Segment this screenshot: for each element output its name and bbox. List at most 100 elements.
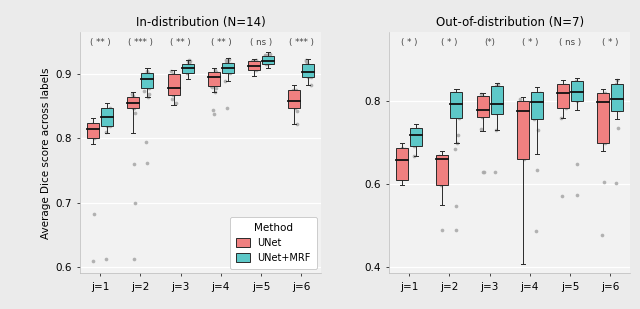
Point [101,257,111,262]
Text: ( ** ): ( ** ) [90,39,111,48]
Point [220,65,230,70]
Point [210,79,220,84]
Point [517,153,527,158]
Point [451,203,461,208]
Bar [168,74,180,95]
Point [251,61,261,66]
Point [437,159,447,164]
Point [184,60,195,65]
Point [167,96,177,101]
Point [438,176,448,181]
Point [88,123,98,128]
Point [128,105,138,110]
Point [290,105,300,110]
Point [435,166,445,171]
Point [533,94,543,99]
Point [86,122,97,127]
Bar [451,92,463,118]
Point [143,95,154,100]
Point [491,91,501,96]
Point [291,87,301,92]
Point [529,94,540,99]
Point [517,108,527,113]
Point [440,174,450,179]
Point [557,193,567,198]
Point [600,90,610,95]
Point [302,61,312,66]
Text: ( ** ): ( ** ) [211,39,231,48]
Point [168,92,179,97]
Point [614,90,624,95]
Point [454,94,464,99]
Point [209,70,219,75]
Point [91,135,101,140]
Point [88,126,98,131]
Point [128,97,138,102]
Point [168,81,178,86]
Bar [491,86,502,114]
Point [411,133,421,138]
Title: Out-of-distribution (N=7): Out-of-distribution (N=7) [436,15,584,28]
Point [263,56,273,61]
Point [532,167,542,172]
Point [129,105,140,110]
Point [437,227,447,232]
Point [141,74,152,79]
Point [88,212,99,217]
Point [184,61,195,66]
Point [143,91,154,96]
Point [571,85,581,90]
Point [182,64,193,69]
Point [180,65,191,70]
Point [300,67,310,72]
Point [408,143,419,148]
Bar [222,63,234,73]
Point [145,76,155,81]
Point [533,128,543,133]
Point [491,128,501,133]
Point [207,107,218,112]
Point [143,86,154,91]
Point [452,133,463,138]
Point [571,78,581,83]
Point [142,69,152,74]
Text: ( ns ): ( ns ) [250,39,272,48]
Text: ( *** ): ( *** ) [289,39,314,48]
Point [261,61,271,66]
Point [207,85,217,90]
Point [142,79,152,84]
Point [561,106,571,111]
Bar [436,155,449,185]
Point [102,112,113,116]
Point [262,59,273,64]
Point [168,72,179,77]
Point [449,90,460,95]
Point [517,103,527,108]
Point [452,102,462,107]
Point [143,70,153,75]
Point [611,181,621,186]
Point [166,69,177,74]
Point [533,108,543,112]
Point [397,171,407,176]
Point [100,113,111,118]
Point [492,101,502,106]
Point [492,111,502,116]
Point [221,60,231,65]
Bar [288,90,300,108]
Point [598,92,608,97]
Point [397,158,407,163]
Point [88,132,98,137]
Point [598,99,609,104]
Point [88,258,98,263]
Point [600,140,610,145]
Point [104,118,115,123]
Point [261,57,271,62]
Point [260,54,271,59]
Point [476,91,486,96]
Point [170,101,180,106]
Point [85,126,95,131]
Bar [571,81,583,101]
Point [303,74,313,79]
Point [517,132,527,137]
